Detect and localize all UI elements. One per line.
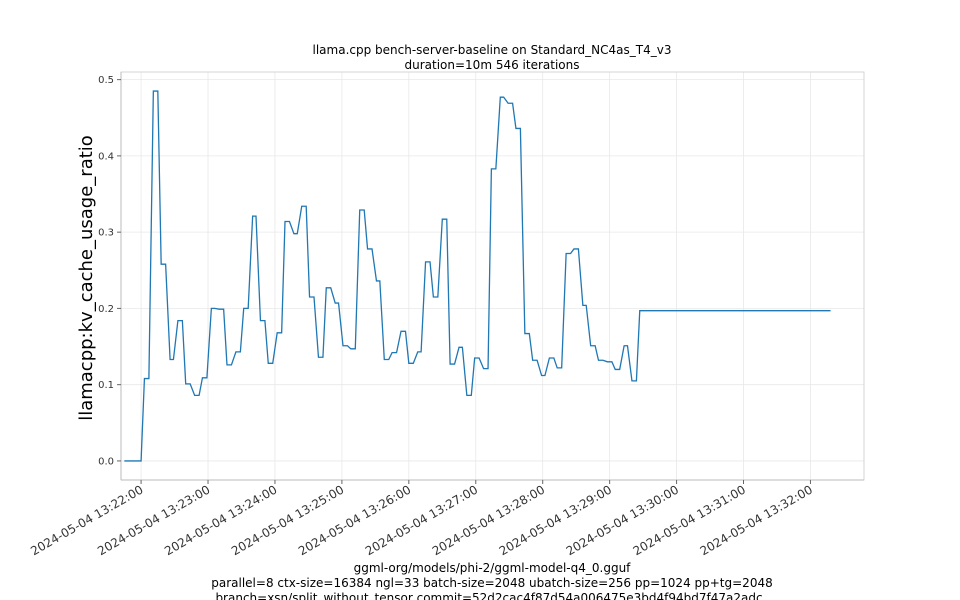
x-tick-label: 2024-05-04 13:25:00: [229, 482, 346, 558]
y-tick-label: 0.1: [98, 380, 114, 391]
x-tick-label: 2024-05-04 13:32:00: [698, 482, 815, 558]
chart-title: llama.cpp bench-server-baseline on Stand…: [313, 43, 672, 57]
y-tick-label: 0.5: [98, 75, 114, 86]
y-tick-label: 0.2: [98, 304, 114, 315]
y-axis-label: llamacpp:kv_cache_usage_ratio: [76, 135, 97, 421]
series-line: [124, 90, 831, 462]
y-tick-label: 0.3: [98, 228, 114, 239]
grid: [121, 72, 864, 480]
x-tick-label: 2024-05-04 13:28:00: [430, 482, 547, 558]
y-ticks: 0.0 0.1 0.2 0.3 0.4 0.5: [98, 75, 121, 467]
chart-subtitle: duration=10m 546 iterations: [405, 58, 580, 72]
x-tick-label: 2024-05-04 13:24:00: [162, 482, 279, 558]
series-lines: [124, 90, 831, 462]
footer-branch: branch=xsn/split_without_tensor commit=5…: [215, 591, 762, 600]
plot-frame: [120, 71, 865, 481]
y-tick-label: 0.0: [98, 456, 114, 467]
x-tick-label: 2024-05-04 13:31:00: [631, 482, 748, 558]
footer-params: parallel=8 ctx-size=16384 ngl=33 batch-s…: [211, 576, 772, 590]
x-tick-label: 2024-05-04 13:26:00: [296, 482, 413, 558]
y-tick-label: 0.4: [98, 151, 114, 162]
x-tick-label: 2024-05-04 13:29:00: [497, 482, 614, 558]
x-tick-label: 2024-05-04 13:27:00: [363, 482, 480, 558]
x-tick-label: 2024-05-04 13:30:00: [564, 482, 681, 558]
x-tick-label: 2024-05-04 13:23:00: [95, 482, 212, 558]
footer-model: ggml-org/models/phi-2/ggml-model-q4_0.gg…: [354, 561, 632, 575]
x-tick-label: 2024-05-04 13:22:00: [28, 482, 145, 558]
